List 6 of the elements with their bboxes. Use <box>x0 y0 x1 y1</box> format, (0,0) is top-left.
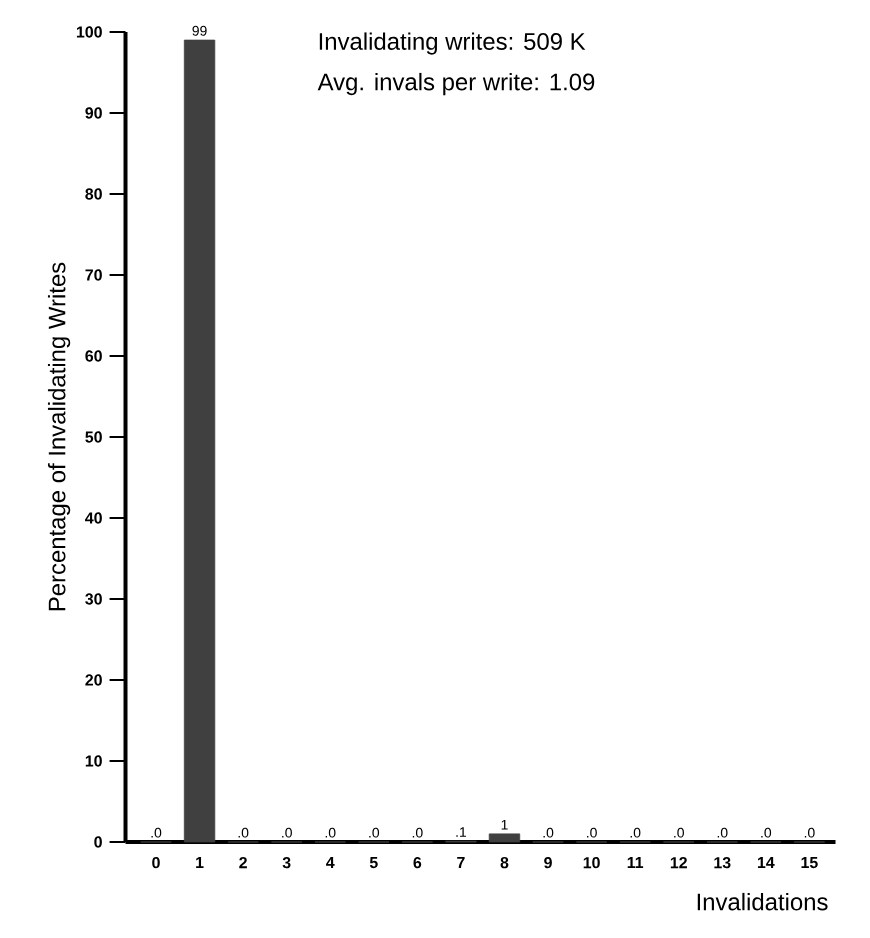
annotation: Invalidating writes: 509 K <box>319 32 586 55</box>
bar <box>183 39 216 843</box>
y-axis-title: Percentage of Invalidating Writes <box>47 262 71 611</box>
annotation: Avg. invals per write: 1.09 <box>317 72 595 96</box>
x-axis-title: Invalidations <box>697 892 828 911</box>
bar <box>488 833 521 843</box>
